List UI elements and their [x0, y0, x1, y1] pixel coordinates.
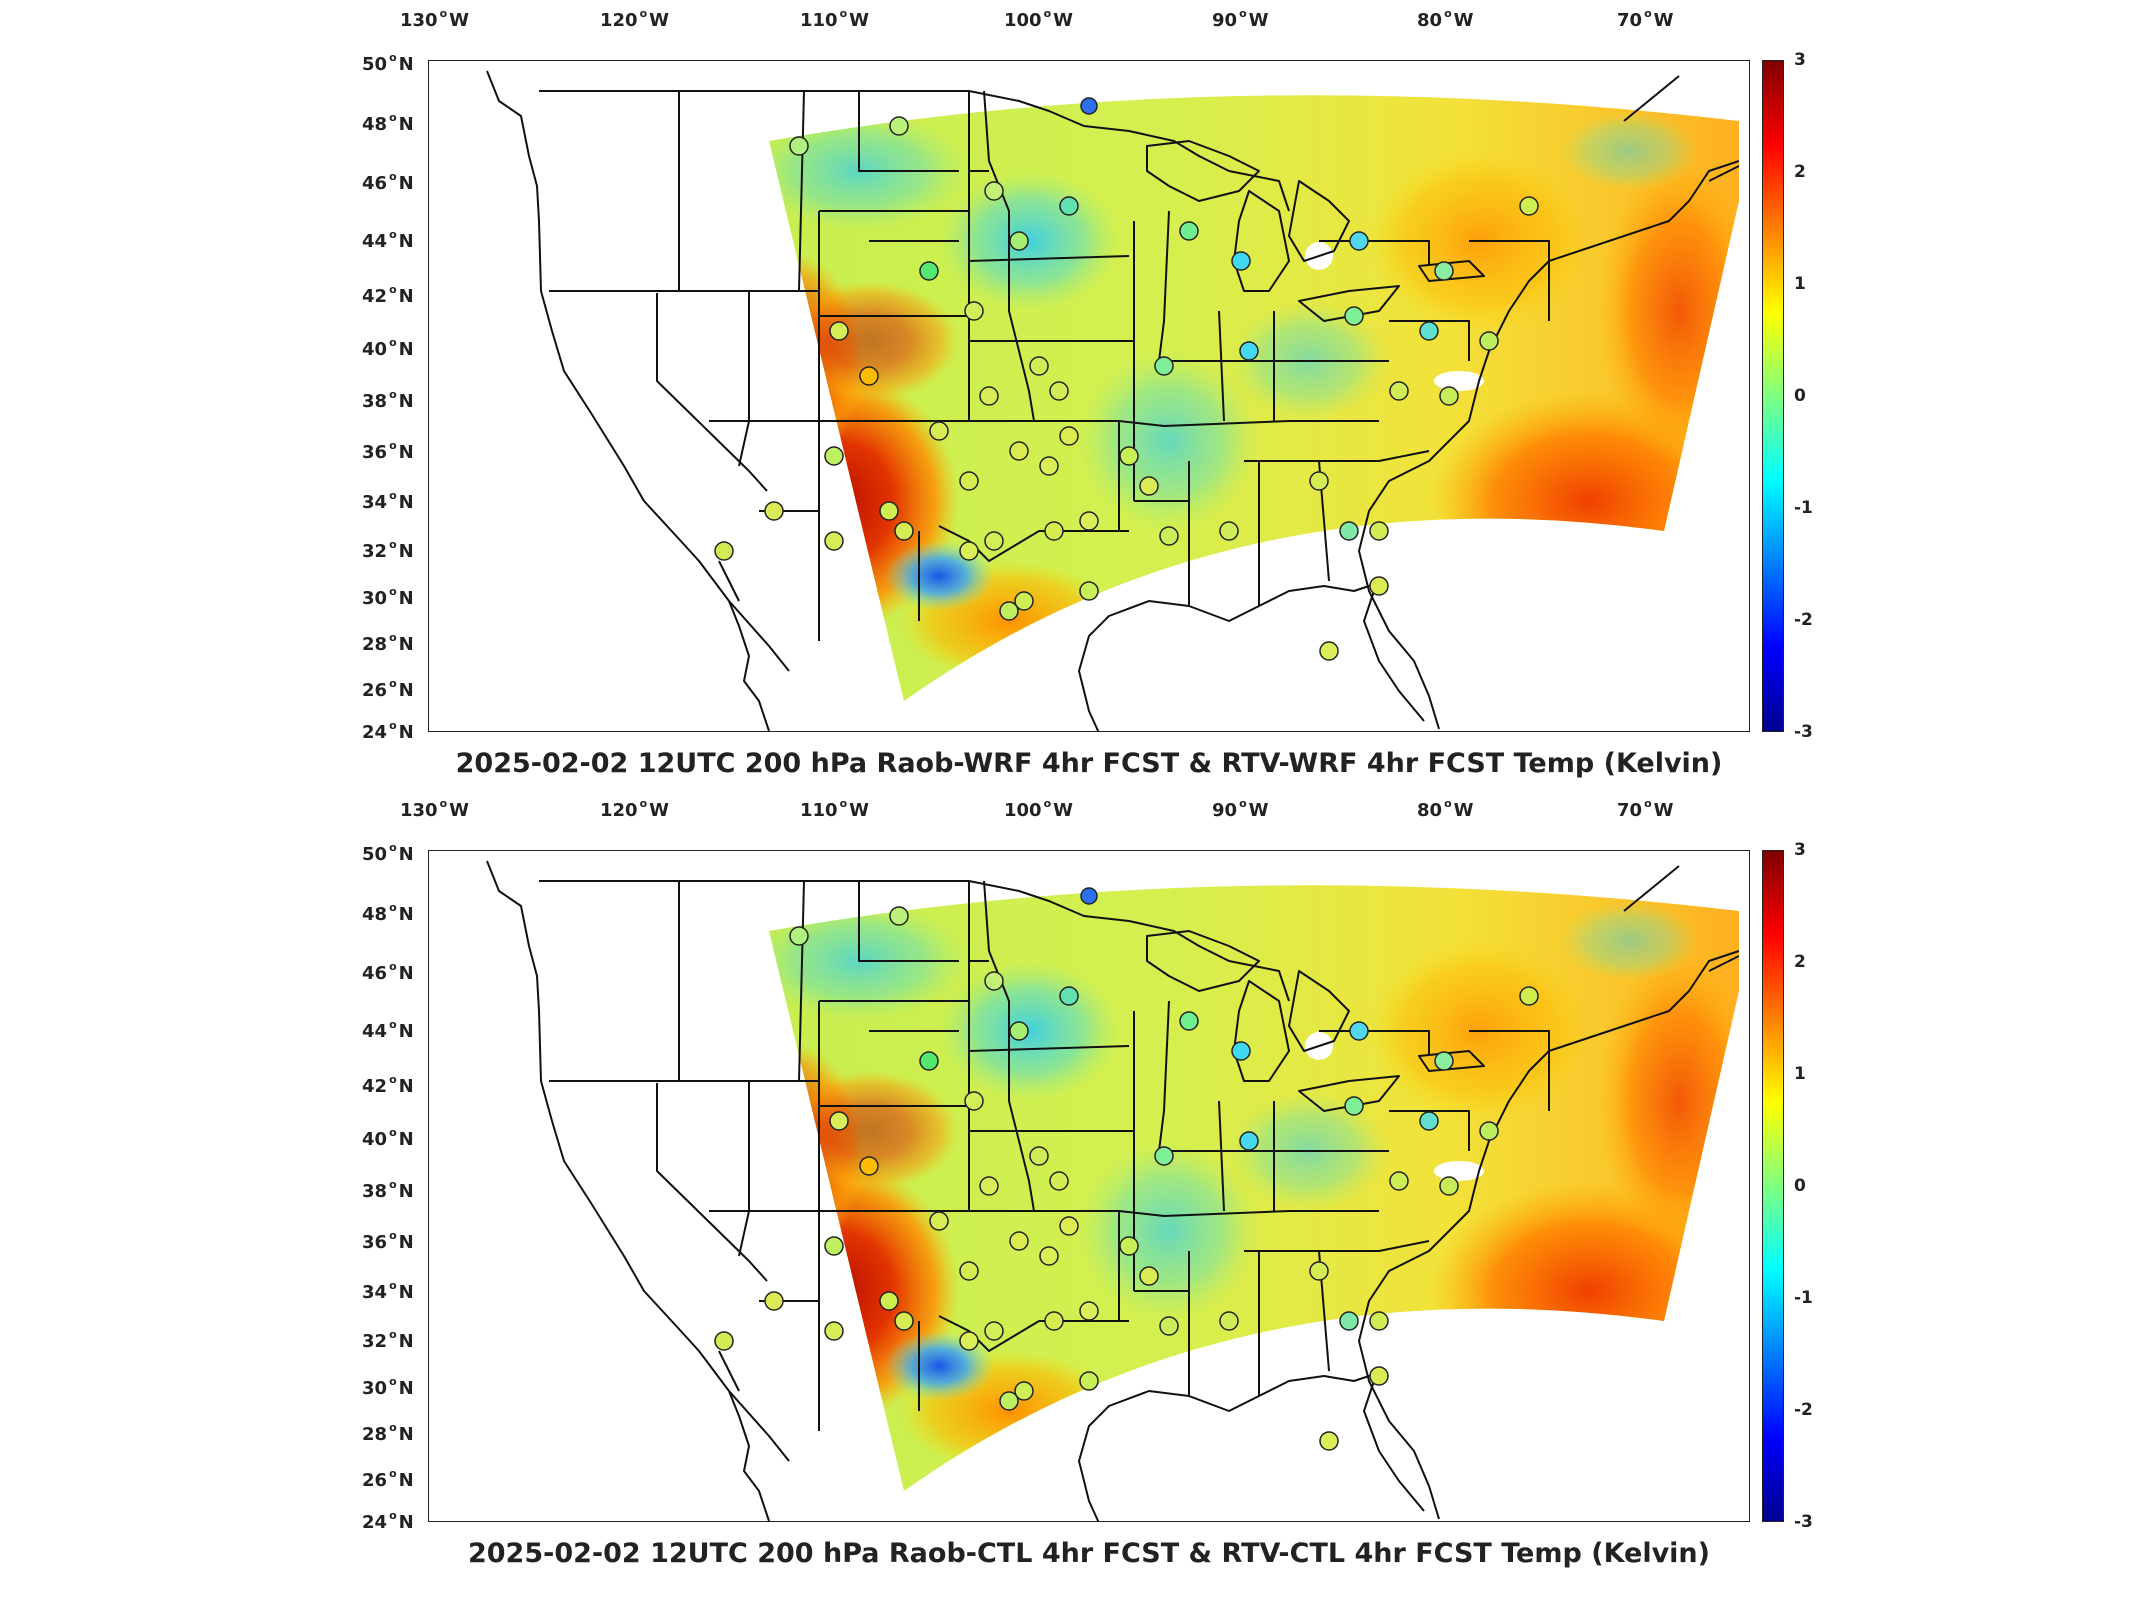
lat-tick-36n: 36 o N — [362, 439, 414, 463]
lon-tick-110w: 110 o W — [800, 797, 869, 821]
lat-tick-42n: 42 o N — [362, 283, 414, 307]
lat-tick-30n: 30 o N — [362, 585, 414, 609]
lat-tick-34n: 34 o N — [362, 489, 414, 513]
lat-tick-34n: 34 o N — [362, 1279, 414, 1303]
lon-tick-90w: 90 o W — [1212, 797, 1269, 821]
lat-tick-46n: 46 o N — [362, 960, 414, 984]
lon-tick-130w: 130 o W — [400, 7, 469, 31]
map-plot-area — [428, 850, 1750, 1522]
lon-tick-100w: 100 o W — [1004, 7, 1073, 31]
lat-tick-24n: 24 o N — [362, 719, 414, 743]
colorbar-tick: 1 — [1794, 274, 1806, 294]
lat-tick-38n: 38 o N — [362, 1178, 414, 1202]
lat-tick-32n: 32 o N — [362, 538, 414, 562]
colorbar — [1762, 60, 1784, 732]
lat-tick-50n: 50 o N — [362, 841, 414, 865]
lat-tick-26n: 26 o N — [362, 1467, 414, 1491]
lat-tick-24n: 24 o N — [362, 1509, 414, 1533]
lon-tick-90w: 90 o W — [1212, 7, 1269, 31]
panel-title: 2025-02-02 12UTC 200 hPa Raob-WRF 4hr FC… — [455, 748, 1723, 779]
temperature-difference-map — [486, 860, 1750, 1522]
map-panel-top: 130 o W 120 o W 110 o W 100 o W 90 o W 80 o W 70 o W 5… — [362, 7, 1813, 779]
temperature-field — [714, 885, 1750, 1522]
colorbar-tick: -1 — [1794, 498, 1813, 518]
lon-tick-130w: 130 o W — [400, 797, 469, 821]
colorbar-tick: -2 — [1794, 1400, 1813, 1420]
lon-tick-120w: 120 o W — [600, 7, 669, 31]
lat-tick-28n: 28 o N — [362, 1421, 414, 1445]
lat-tick-46n: 46 o N — [362, 170, 414, 194]
map-panel-bottom: 130 o W 120 o W 110 o W 100 o W 90 o W 80 o W 70 o W 5… — [0, 790, 2133, 1600]
lat-tick-50n: 50 o N — [362, 51, 414, 75]
colorbar-tick: 3 — [1794, 50, 1806, 70]
lon-tick-120w: 120 o W — [600, 797, 669, 821]
lat-tick-38n: 38 o N — [362, 388, 414, 412]
lon-tick-70w: 70 o W — [1617, 7, 1674, 31]
lat-tick-30n: 30 o N — [362, 1375, 414, 1399]
lat-tick-32n: 32 o N — [362, 1328, 414, 1352]
temperature-difference-map — [486, 70, 1750, 732]
lat-tick-48n: 48 o N — [362, 901, 414, 925]
lon-tick-80w: 80 o W — [1417, 7, 1474, 31]
lon-tick-70w: 70 o W — [1617, 797, 1674, 821]
panel-title: 2025-02-02 12UTC 200 hPa Raob-CTL 4hr FC… — [467, 1538, 1710, 1569]
colorbar-tick: 2 — [1794, 162, 1806, 182]
lon-tick-100w: 100 o W — [1004, 797, 1073, 821]
colorbar-tick: -3 — [1794, 1512, 1813, 1532]
lon-tick-80w: 80 o W — [1417, 797, 1474, 821]
map-plot-area — [428, 60, 1750, 732]
lat-tick-48n: 48 o N — [362, 111, 414, 135]
colorbar-tick: 0 — [1794, 1176, 1806, 1196]
lat-tick-26n: 26 o N — [362, 677, 414, 701]
colorbar-tick: -3 — [1794, 722, 1813, 742]
colorbar-tick: 2 — [1794, 952, 1806, 972]
colorbar — [1762, 850, 1784, 1522]
lat-tick-40n: 40 o N — [362, 336, 414, 360]
colorbar-tick: -1 — [1794, 1288, 1813, 1308]
colorbar-tick: 1 — [1794, 1064, 1806, 1084]
lat-tick-36n: 36 o N — [362, 1229, 414, 1253]
lat-tick-42n: 42 o N — [362, 1073, 414, 1097]
colorbar-tick: -2 — [1794, 610, 1813, 630]
temperature-field — [714, 95, 1750, 732]
lat-tick-44n: 44 o N — [362, 1018, 414, 1042]
lon-tick-110w: 110 o W — [800, 7, 869, 31]
colorbar-tick: 0 — [1794, 386, 1806, 406]
colorbar-tick: 3 — [1794, 840, 1806, 860]
lat-tick-40n: 40 o N — [362, 1126, 414, 1150]
lat-tick-44n: 44 o N — [362, 228, 414, 252]
lat-tick-28n: 28 o N — [362, 631, 414, 655]
